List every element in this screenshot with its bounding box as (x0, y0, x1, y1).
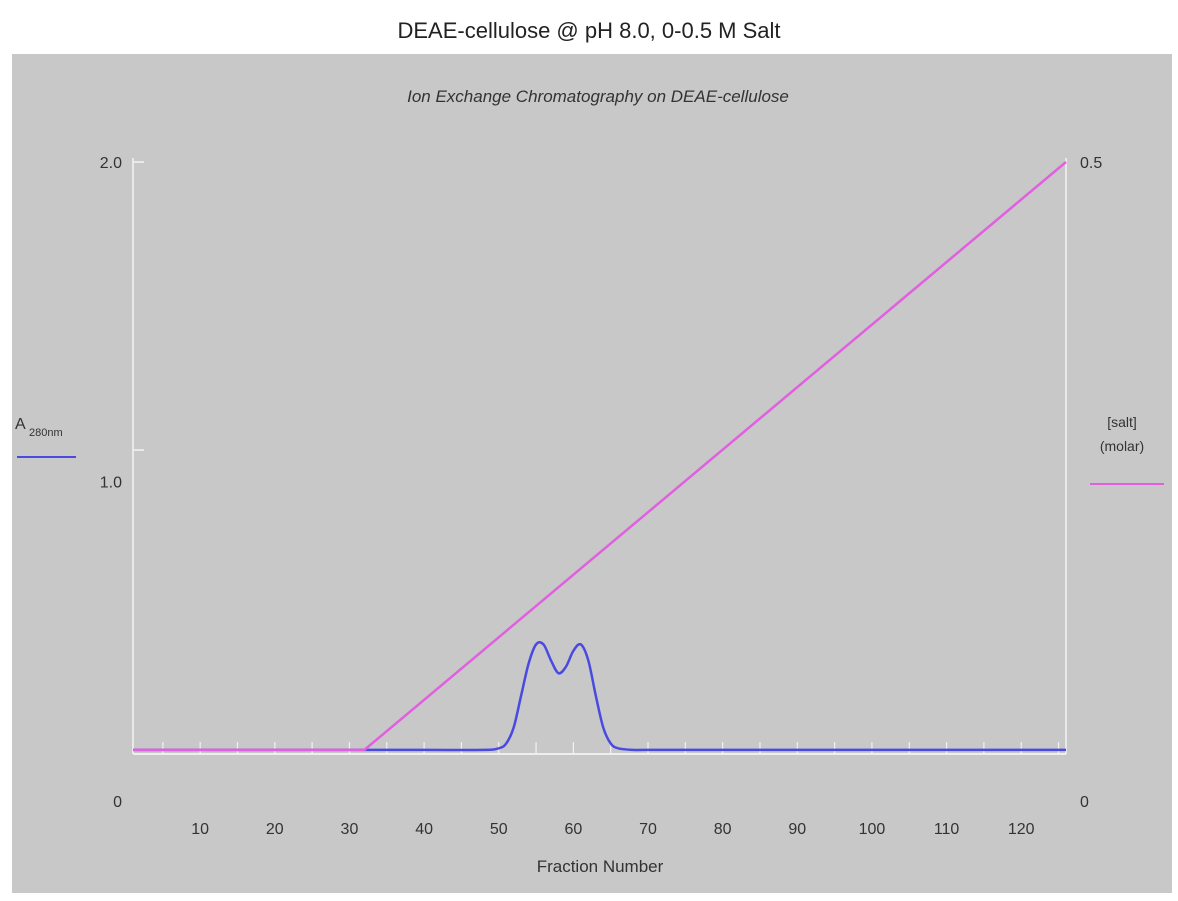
chromatography-chart: Ion Exchange Chromatography on DEAE-cell… (15, 87, 1164, 876)
x-tick-strip (133, 736, 1066, 754)
x-axis-label: Fraction Number (537, 857, 664, 876)
x-tick-label: 10 (191, 821, 209, 838)
y-left-tick-label: 0 (113, 794, 122, 811)
chart-title: Ion Exchange Chromatography on DEAE-cell… (407, 87, 789, 106)
x-minor-ticks (162, 742, 1060, 754)
x-tick-label: 40 (415, 821, 433, 838)
x-tick-label: 110 (934, 821, 960, 838)
y-right-label-line1: [salt] (1107, 414, 1137, 430)
y-left-label-main: A (15, 416, 26, 433)
y-left-tick-label: 2.0 (100, 155, 122, 172)
chart-panel: Ion Exchange Chromatography on DEAE-cell… (12, 54, 1172, 893)
x-tick-label: 60 (564, 821, 582, 838)
x-tick-label: 90 (788, 821, 806, 838)
x-tick-label: 50 (490, 821, 508, 838)
x-tick-label: 30 (341, 821, 359, 838)
series-layer (132, 161, 1067, 752)
page-title: DEAE-cellulose @ pH 8.0, 0-0.5 M Salt (397, 18, 781, 43)
y-right-tick-label: 0.5 (1080, 155, 1102, 172)
y-left-label-sub: 280nm (29, 427, 63, 439)
y-right-tick-label: 0 (1080, 794, 1089, 811)
x-tick-labels: 10 20 30 40 50 60 70 80 90 100 110 120 (191, 821, 1034, 838)
x-tick-label: 80 (714, 821, 732, 838)
salt-gradient-line (133, 161, 1067, 752)
absorbance-line (132, 641, 1066, 752)
x-tick-label: 70 (639, 821, 657, 838)
x-tick-label: 120 (1008, 821, 1035, 838)
x-tick-label: 20 (266, 821, 284, 838)
y-left-tick-labels: 0 1.0 2.0 (100, 155, 122, 811)
x-tick-label: 100 (859, 821, 886, 838)
y-right-label-line2: (molar) (1100, 438, 1144, 454)
y-left-tick-label: 1.0 (100, 475, 122, 492)
y-right-tick-labels: 00.5 (1080, 155, 1102, 811)
